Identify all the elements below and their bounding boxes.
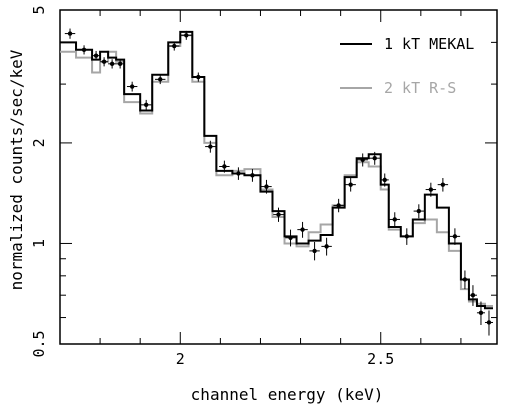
point-marker (392, 217, 397, 222)
data-point (233, 167, 244, 180)
legend: 1 kT MEKAL 2 kT R-S (340, 35, 474, 97)
point-marker (129, 84, 135, 89)
data-point (64, 28, 76, 39)
point-marker (196, 74, 201, 80)
data-point (460, 270, 469, 290)
data-point (321, 237, 332, 256)
legend-label: 1 kT MEKAL (384, 35, 474, 53)
data-point (193, 72, 204, 82)
point-marker (208, 144, 213, 149)
data-point (155, 74, 166, 85)
data-point (181, 30, 192, 40)
point-marker (81, 47, 87, 53)
point-marker (158, 77, 163, 82)
point-marker (486, 320, 492, 325)
data-point (425, 182, 437, 197)
tick-labels: 2 2.5 0.5 1 2 5 (30, 5, 394, 368)
point-marker (372, 155, 377, 161)
point-marker (462, 277, 468, 282)
data-point (108, 59, 117, 69)
point-marker (360, 157, 365, 163)
data-point (345, 178, 356, 192)
point-marker (236, 171, 241, 176)
point-marker (67, 31, 73, 36)
point-marker (93, 53, 99, 58)
point-marker (336, 203, 341, 208)
data-point (285, 229, 296, 247)
point-marker (478, 310, 484, 315)
point-marker (404, 234, 409, 239)
data-point (380, 173, 389, 187)
data-point (126, 81, 138, 92)
y-tick-label: 0.5 (30, 330, 48, 357)
legend-label: 2 kT R-S (384, 79, 456, 97)
data-point (273, 207, 284, 222)
data-point (389, 212, 400, 228)
data-point (357, 153, 368, 167)
x-axis-label: channel energy (keV) (191, 385, 384, 404)
plot-border (59, 9, 498, 345)
point-marker (222, 164, 227, 169)
data-point (116, 59, 125, 69)
point-marker (117, 61, 123, 67)
point-marker (264, 184, 269, 189)
data-point (205, 140, 216, 153)
data-point (100, 57, 109, 67)
point-marker (109, 61, 115, 67)
data-point (247, 169, 258, 182)
data-point (333, 198, 344, 213)
data-point (92, 50, 101, 61)
point-marker (452, 234, 458, 239)
point-marker (143, 102, 149, 108)
x-tick-label: 2 (176, 350, 185, 368)
axis-ticks (60, 9, 497, 345)
data-point (169, 41, 180, 51)
point-marker (440, 182, 446, 187)
legend-item-1kt-mekal: 1 kT MEKAL (340, 35, 474, 53)
y-axis-label: normalized counts/sec/keV (7, 49, 26, 290)
data-point (401, 228, 413, 245)
point-marker (416, 208, 422, 214)
y-tick-label: 1 (30, 239, 48, 248)
data-point (78, 45, 90, 55)
data-point (261, 179, 272, 194)
data-point (468, 285, 477, 306)
point-marker (276, 212, 281, 217)
point-marker (288, 235, 293, 240)
point-marker (101, 59, 107, 64)
legend-item-2kt-rs: 2 kT R-S (340, 79, 456, 97)
model-series (60, 30, 493, 310)
data-point (476, 301, 485, 325)
point-marker (184, 33, 189, 38)
x-tick-label: 2.5 (367, 350, 394, 368)
point-marker (324, 244, 329, 249)
point-marker (382, 177, 387, 183)
data-point (219, 160, 230, 173)
data-point (484, 310, 493, 336)
point-marker (300, 227, 305, 232)
y-tick-label: 2 (30, 138, 48, 147)
point-marker (250, 173, 255, 178)
data-point (437, 178, 449, 192)
point-marker (312, 248, 317, 254)
data-point (140, 99, 152, 110)
data-point (297, 221, 308, 238)
y-tick-label: 5 (30, 5, 48, 14)
data-points (64, 28, 493, 336)
series-line-1kt-mekal (60, 30, 493, 310)
data-point (413, 204, 425, 219)
data-point (309, 242, 320, 261)
data-point (369, 151, 380, 165)
data-point (449, 228, 461, 245)
plot-frame (59, 9, 498, 345)
point-marker (470, 292, 476, 298)
point-marker (348, 182, 353, 187)
point-marker (172, 43, 177, 49)
point-marker (428, 187, 434, 192)
